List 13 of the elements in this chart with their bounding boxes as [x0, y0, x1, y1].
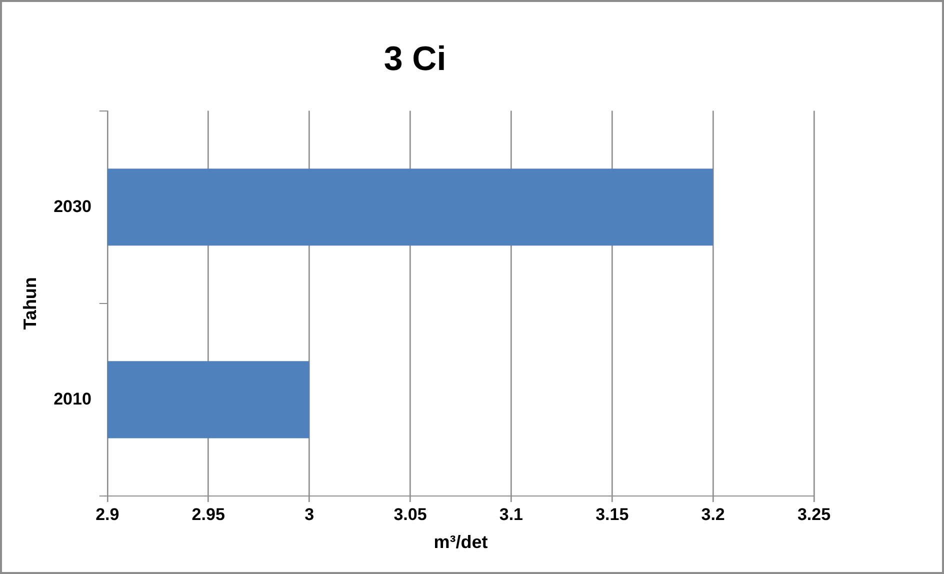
x-tick-label: 3.25 — [797, 504, 831, 524]
y-tick-label: 2030 — [54, 196, 92, 216]
x-tick-label: 3.1 — [499, 504, 523, 524]
x-tick-label: 3.05 — [394, 504, 427, 524]
y-tick-label: 2010 — [54, 389, 92, 408]
x-tick-label: 3 — [304, 504, 314, 524]
x-tick-label: 3.2 — [701, 504, 725, 524]
x-axis-title: m³/det — [434, 532, 488, 552]
x-tick-label: 3.15 — [596, 504, 629, 524]
x-tick-label: 2.9 — [96, 504, 120, 524]
chart-title: 3 Ci — [384, 40, 446, 78]
x-tick-label: 2.95 — [192, 504, 225, 524]
y-axis-title: Tahun — [20, 277, 40, 330]
